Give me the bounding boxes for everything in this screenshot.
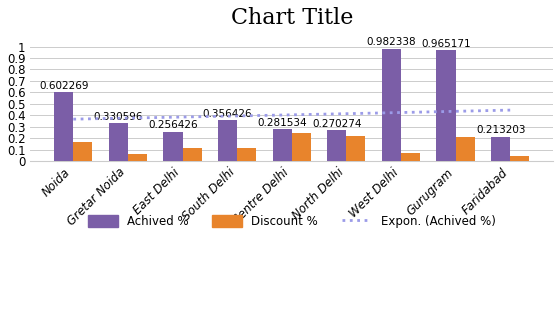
- Bar: [382, 49, 401, 161]
- Bar: [292, 133, 311, 161]
- Bar: [54, 92, 73, 161]
- Bar: [327, 130, 346, 161]
- Bar: [510, 156, 529, 161]
- Text: 0.270274: 0.270274: [312, 119, 362, 129]
- Bar: [456, 137, 475, 161]
- Bar: [109, 123, 128, 161]
- Bar: [436, 51, 456, 161]
- Text: 0.256426: 0.256426: [148, 121, 198, 131]
- Bar: [164, 132, 183, 161]
- Text: 0.982338: 0.982338: [367, 38, 416, 47]
- Title: Chart Title: Chart Title: [231, 7, 353, 29]
- Text: 0.965171: 0.965171: [421, 39, 471, 49]
- Bar: [273, 129, 292, 161]
- Bar: [128, 154, 147, 161]
- Bar: [401, 153, 420, 161]
- Text: 0.356426: 0.356426: [203, 109, 253, 119]
- Text: 0.602269: 0.602269: [39, 81, 88, 91]
- Bar: [237, 148, 256, 161]
- Bar: [346, 136, 366, 161]
- Bar: [218, 120, 237, 161]
- Bar: [73, 142, 92, 161]
- Bar: [183, 148, 202, 161]
- Legend: Achived %, Discount %, Expon. (Achived %): Achived %, Discount %, Expon. (Achived %…: [83, 211, 500, 233]
- Text: 0.281534: 0.281534: [258, 117, 307, 128]
- Text: 0.213203: 0.213203: [476, 126, 525, 135]
- Text: 0.330596: 0.330596: [94, 112, 143, 122]
- Bar: [491, 137, 510, 161]
